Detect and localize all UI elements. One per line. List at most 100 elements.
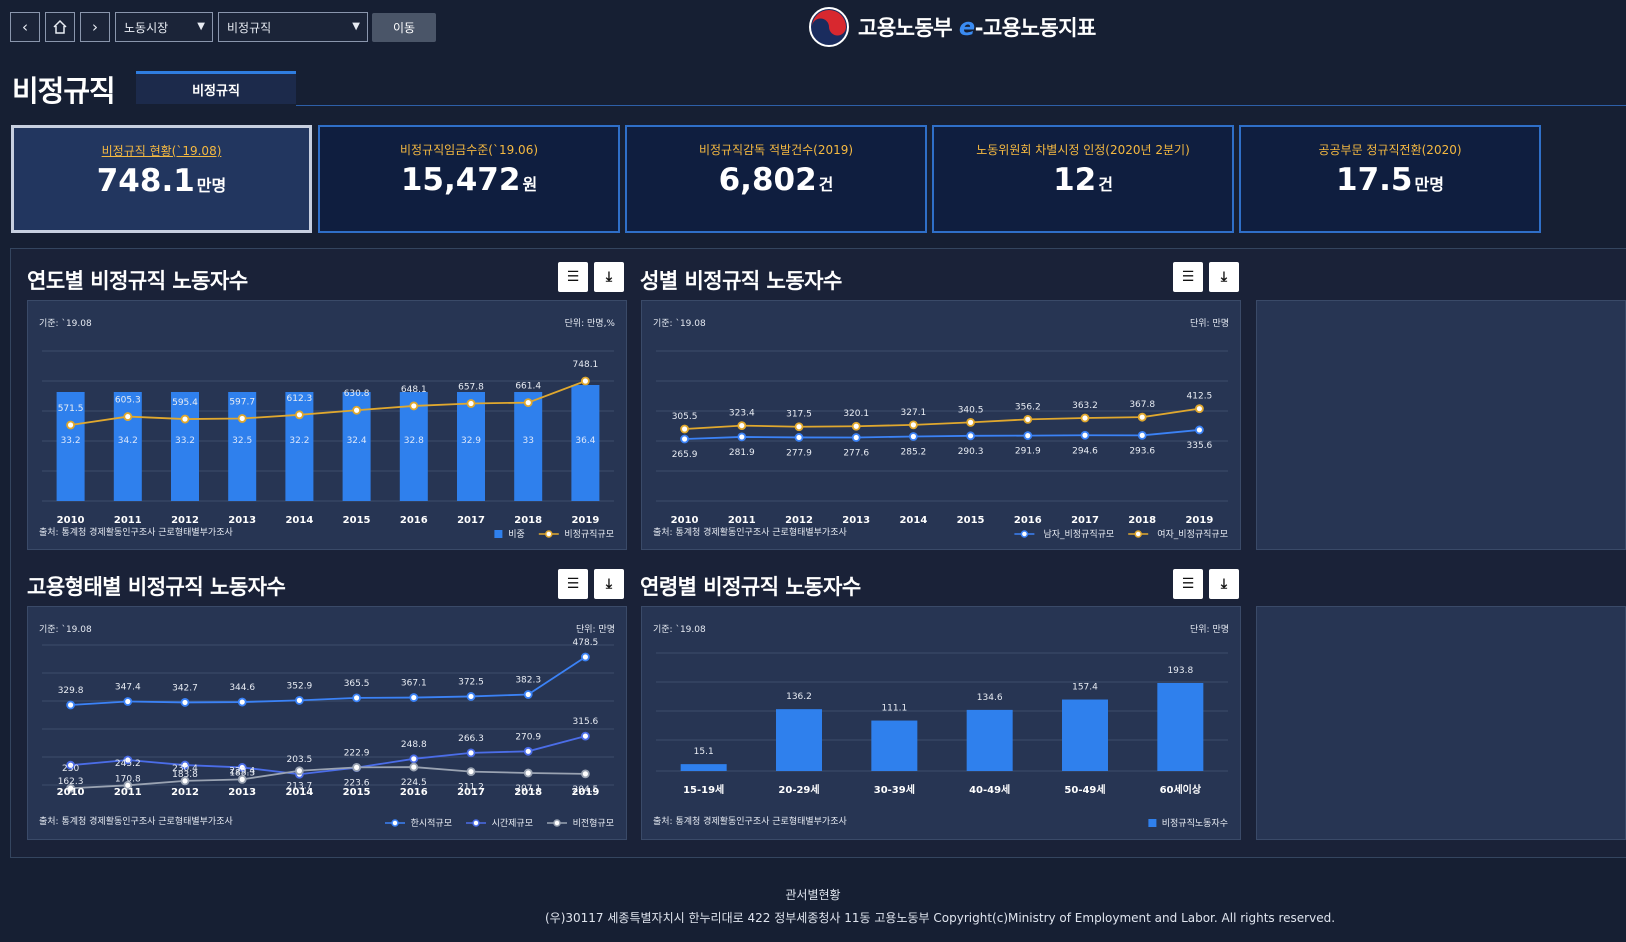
chart-basis: 기준: `19.08: [653, 625, 706, 635]
download-icon: ⤓: [605, 269, 613, 285]
male-point: [737, 432, 747, 442]
data-label: 365.5: [344, 679, 370, 689]
list-button[interactable]: ☰: [558, 262, 588, 292]
x-tick-label: 40-49세: [969, 783, 1010, 796]
male-line: [684, 429, 1200, 440]
type2-line: [70, 766, 586, 790]
data-label: 15.1: [694, 747, 714, 757]
data-label: 630.8: [344, 389, 370, 399]
female-point: [1195, 404, 1204, 414]
type0-point: [581, 652, 590, 662]
download-icon: ⤓: [1220, 269, 1228, 285]
data-label: 612.3: [287, 394, 313, 404]
tab-divider: [296, 105, 1626, 106]
x-tick-label: 2019: [1185, 515, 1213, 526]
bar: [457, 392, 485, 501]
x-tick-label: 60세이상: [1160, 783, 1202, 796]
kpi-card-wage[interactable]: 비정규직임금수준(`19.06) 15,472 원: [318, 125, 620, 233]
legend-label: 비전형규모: [573, 818, 614, 829]
panel-title-gender: 성별 비정규직 노동자수: [640, 269, 842, 293]
back-button[interactable]: ‹: [10, 12, 40, 42]
type1-point: [237, 763, 247, 772]
legend-marker: [472, 819, 480, 827]
panel-title-yearly: 연도별 비정규직 노동자수: [27, 269, 248, 293]
bar: [966, 709, 1013, 771]
data-label: 382.3: [515, 676, 541, 686]
female-point: [966, 417, 976, 427]
type2-point: [466, 767, 476, 776]
x-tick-label: 2013: [228, 787, 256, 798]
chart-age: 기준: `19.08 단위: 만명 출처: 통계청 경제활동인구조사 근로형태별…: [641, 606, 1241, 840]
panel-title-age: 연령별 비정규직 노동자수: [640, 575, 861, 599]
kpi-card-conversion[interactable]: 공공부문 정규직전환(2020) 17.5 만명: [1239, 125, 1541, 233]
download-button[interactable]: ⤓: [594, 569, 624, 599]
download-button[interactable]: ⤓: [594, 262, 624, 292]
bar: [1157, 683, 1204, 771]
data-label: 32.4: [347, 436, 367, 446]
list-button[interactable]: ☰: [1173, 569, 1203, 599]
data-label: 32.5: [232, 436, 252, 446]
caret-down-icon: ▼: [197, 21, 205, 32]
category-select[interactable]: 노동시장 ▼: [115, 12, 213, 42]
chart-yearly: 기준: `19.08 단위: 만명,% 출처: 통계청 경제활동인구조사 근로형…: [27, 300, 627, 550]
footer-office-link[interactable]: 관서별현황: [785, 888, 841, 902]
type0-point: [466, 692, 476, 701]
list-button[interactable]: ☰: [558, 569, 588, 599]
x-tick-label: 50-49세: [1064, 783, 1105, 796]
bar: [171, 392, 199, 501]
data-label: 340.5: [958, 405, 984, 415]
x-tick-label: 2010: [57, 515, 85, 526]
x-tick-label: 2014: [899, 515, 927, 526]
download-button[interactable]: ⤓: [1209, 262, 1239, 292]
empty-panel-top: [1256, 300, 1626, 550]
bar: [56, 392, 85, 501]
data-label: 412.5: [1187, 392, 1213, 402]
size-point: [180, 414, 190, 424]
kpi-card-status[interactable]: 비정규직 현황(`19.08) 748.1 만명: [11, 125, 312, 233]
kpi-card-inspection[interactable]: 비정규직감독 적발건수(2019) 6,802 건: [625, 125, 927, 233]
male-point: [966, 431, 976, 441]
x-tick-label: 20-29세: [778, 783, 819, 796]
data-label: 344.6: [229, 683, 255, 693]
home-button[interactable]: [45, 12, 75, 42]
kpi-label: 비정규직임금수준(`19.06): [399, 143, 539, 157]
list-button[interactable]: ☰: [1173, 262, 1203, 292]
chart-employment-type: 기준: `19.08 단위: 만명 출처: 통계청 경제활동인구조사 근로형태별…: [27, 606, 627, 840]
data-label: 605.3: [115, 396, 141, 406]
type2-point: [352, 762, 362, 772]
panel-title-employment-type: 고용형태별 비정규직 노동자수: [27, 575, 286, 599]
data-label: 170.8: [115, 774, 141, 784]
female-point: [1137, 412, 1147, 422]
list-icon: ☰: [566, 576, 580, 592]
x-tick-label: 2010: [57, 787, 85, 798]
kpi-label: 공공부문 정규직전환(2020): [1318, 143, 1462, 157]
kpi-card-discrimination[interactable]: 노동위원회 차별시정 인정(2020년 2분기) 12 건: [932, 125, 1234, 233]
legend-marker: [1020, 530, 1029, 538]
bar: [871, 720, 918, 771]
data-label: 245.2: [115, 759, 141, 769]
bar: [680, 764, 727, 771]
site-logo[interactable]: 고용노동부 e-고용노동지표: [808, 6, 1096, 48]
data-label: 111.1: [881, 704, 907, 714]
tab-nonregular[interactable]: 비정규직: [136, 71, 296, 104]
bar: [228, 392, 257, 501]
kpi-label: 노동위원회 차별시정 인정(2020년 2분기): [976, 143, 1190, 157]
kpi-label: 비정규직감독 적발건수(2019): [698, 143, 854, 157]
male-point: [851, 433, 861, 442]
data-label: 223.6: [344, 778, 370, 788]
x-tick-label: 2018: [1128, 515, 1156, 526]
kpi-value: 6,802 건: [718, 162, 834, 198]
type1-point: [581, 731, 590, 741]
x-tick-label: 2014: [285, 787, 313, 798]
go-button[interactable]: 이동: [372, 13, 436, 42]
subcategory-select[interactable]: 비정규직 ▼: [218, 12, 368, 42]
forward-button[interactable]: ›: [80, 12, 110, 42]
home-icon: [53, 19, 67, 34]
data-label: 748.1: [573, 360, 599, 370]
data-label: 294.6: [1072, 446, 1098, 456]
data-label: 372.5: [458, 677, 484, 687]
data-label: 327.1: [901, 408, 927, 418]
data-label: 266.3: [458, 734, 484, 744]
data-label: 367.1: [401, 679, 427, 689]
download-button[interactable]: ⤓: [1209, 569, 1239, 599]
